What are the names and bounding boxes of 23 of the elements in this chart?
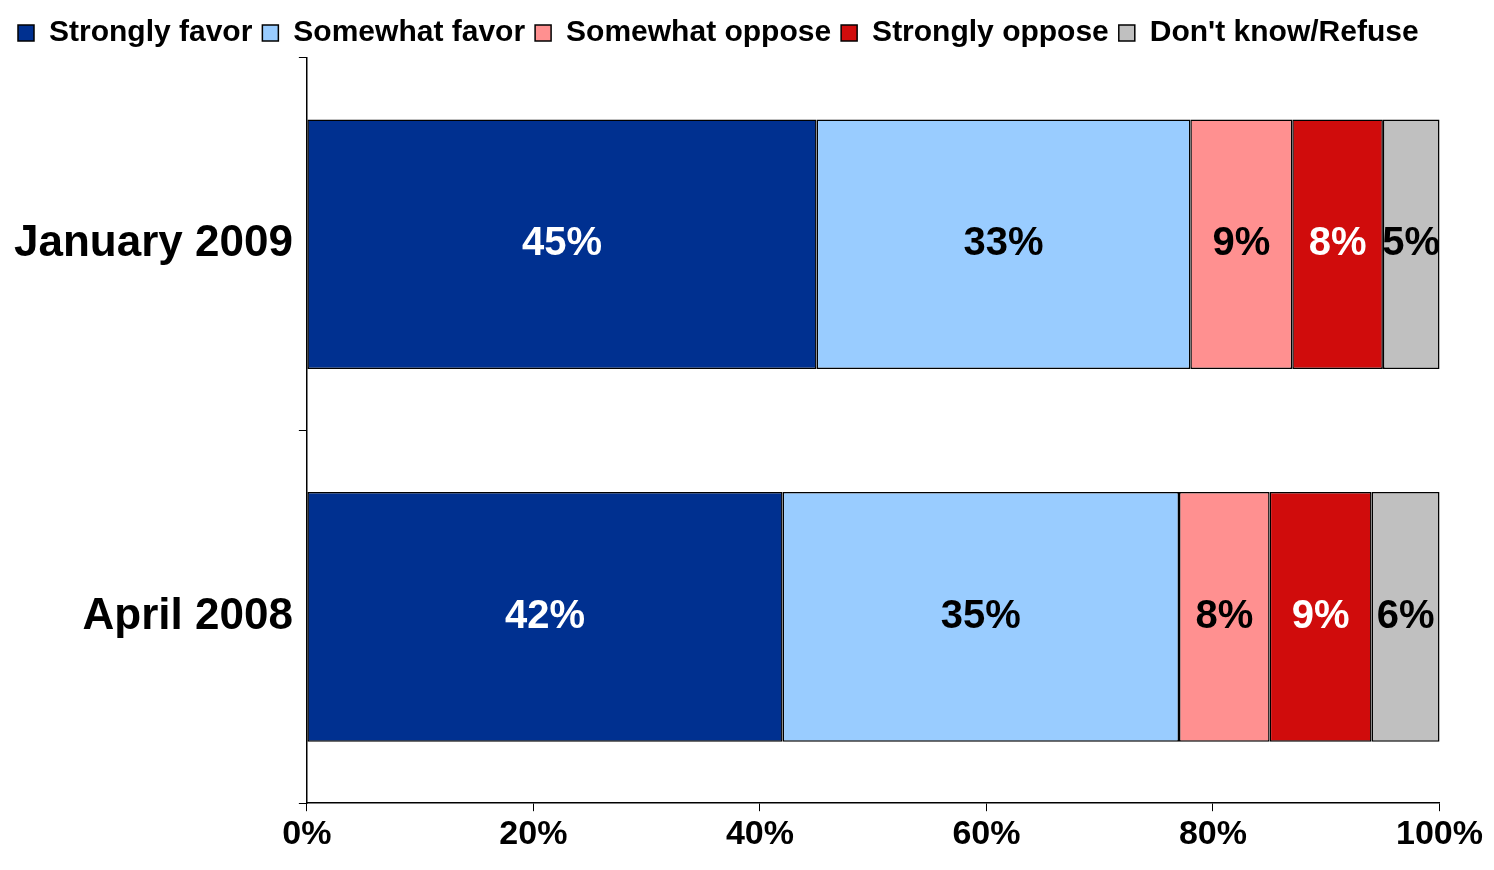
data-label: 33% (963, 219, 1044, 264)
x-tick-label: 100% (1396, 812, 1483, 851)
data-label: 42% (504, 591, 586, 636)
y-tick-label: April 2008 (82, 589, 293, 639)
data-label: 9% (1291, 591, 1350, 636)
x-tick-label: 20% (499, 812, 568, 851)
y-tick-label: January 2009 (13, 216, 293, 266)
x-tick-label: 40% (725, 812, 794, 851)
x-tick-label: 60% (952, 812, 1021, 851)
legend-label: Don't know/Refuse (1149, 14, 1419, 48)
x-tick-label: 80% (1178, 812, 1248, 851)
data-label: 6% (1376, 591, 1435, 636)
data-label: 35% (940, 591, 1021, 636)
legend-label: Strongly oppose (872, 14, 1109, 48)
data-label: 8% (1195, 591, 1254, 636)
data-label: 9% (1212, 219, 1271, 264)
data-label: 5% (1382, 219, 1441, 264)
data-label: 8% (1308, 219, 1367, 264)
legend-label: Strongly favor (49, 14, 253, 48)
legend-label: Somewhat oppose (566, 14, 832, 48)
x-tick-label: 0% (282, 812, 332, 851)
data-label: 45% (521, 219, 602, 264)
legend-label: Somewhat favor (293, 14, 526, 48)
